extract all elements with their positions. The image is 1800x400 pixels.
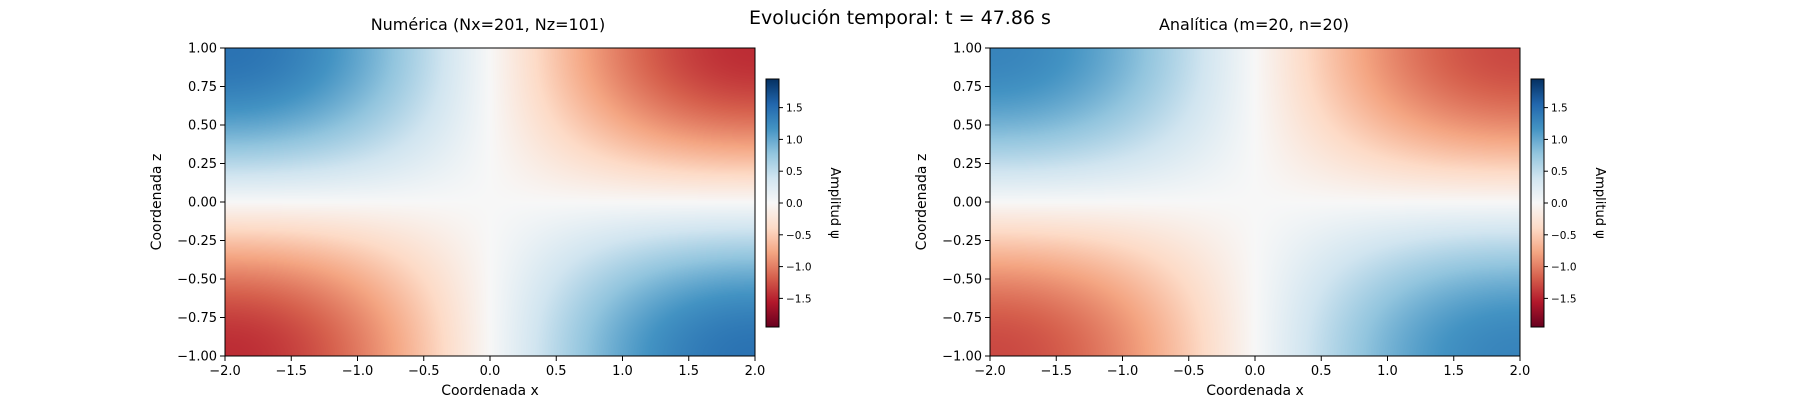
- colorbar-tick-label: 1.0: [786, 134, 803, 146]
- y-tick-label: −0.75: [177, 311, 217, 326]
- heatmap-image: [225, 48, 755, 356]
- y-tick-label: 0.75: [953, 80, 982, 95]
- y-tick-label: −0.75: [942, 311, 982, 326]
- y-tick-label: −0.50: [177, 273, 217, 288]
- y-tick-label: 0.50: [188, 119, 217, 134]
- colorbar-tick-label: 0.0: [786, 198, 803, 210]
- colorbar-tick-label: −0.5: [786, 230, 812, 242]
- colorbar-tick-label: −1.0: [786, 262, 812, 274]
- x-tick-label: −2.0: [974, 364, 1006, 379]
- x-tick-label: 0.5: [546, 364, 567, 379]
- colorbar: [1530, 78, 1545, 328]
- y-tick-label: −1.00: [942, 350, 982, 365]
- y-tick-label: 0.00: [953, 196, 982, 211]
- colorbar-tick-label: 0.5: [786, 166, 803, 178]
- x-tick-label: −2.0: [209, 364, 241, 379]
- colorbar-tick-label: −1.5: [1551, 293, 1577, 305]
- y-tick-label: 0.00: [188, 196, 217, 211]
- panel-title: Numérica (Nx=201, Nz=101): [371, 15, 606, 34]
- colorbar-tick-label: −1.5: [786, 293, 812, 305]
- y-tick-label: 0.25: [188, 157, 217, 172]
- x-tick-label: −1.5: [275, 364, 307, 379]
- x-tick-label: 0.0: [480, 364, 501, 379]
- x-tick-label: 1.5: [678, 364, 699, 379]
- x-axis-label: Coordenada x: [1206, 383, 1304, 399]
- x-tick-label: −0.5: [1173, 364, 1205, 379]
- heatmap-image: [990, 48, 1520, 356]
- panels: Numérica (Nx=201, Nz=101) −2.0 −1.5 −1.0 −0.…: [149, 15, 1607, 399]
- colorbar-tick-label: 1.5: [1551, 103, 1568, 115]
- y-tick-label: −0.25: [942, 234, 982, 249]
- panel-2: Analítica (m=20, n=20) −2.0 −1.5 −1.0 −0.5 0.…: [914, 15, 1607, 399]
- colorbar: [765, 78, 780, 328]
- y-tick-label: 0.75: [188, 80, 217, 95]
- colorbar-tick-label: 0.0: [1551, 198, 1568, 210]
- x-tick-label: −1.0: [1107, 364, 1139, 379]
- x-tick-label: 1.5: [1443, 364, 1464, 379]
- x-tick-label: 1.0: [1377, 364, 1398, 379]
- colorbar-tick-label: −1.0: [1551, 262, 1577, 274]
- y-axis-label: Coordenada z: [914, 154, 930, 251]
- x-tick-label: 1.0: [612, 364, 633, 379]
- x-tick-label: −1.5: [1040, 364, 1072, 379]
- colorbar-tick-label: 1.0: [1551, 134, 1568, 146]
- y-tick-label: 0.25: [953, 157, 982, 172]
- x-tick-label: −1.0: [342, 364, 374, 379]
- y-tick-label: −0.50: [942, 273, 982, 288]
- panel-1: Numérica (Nx=201, Nz=101) −2.0 −1.5 −1.0 −0.…: [149, 15, 842, 399]
- x-axis-label: Coordenada x: [441, 383, 539, 399]
- y-tick-label: −0.25: [177, 234, 217, 249]
- x-tick-label: −0.5: [408, 364, 440, 379]
- colorbar-tick-label: 0.5: [1551, 166, 1568, 178]
- x-tick-label: 2.0: [745, 364, 766, 379]
- colorbar-label: Amplitud ψ: [1592, 167, 1607, 238]
- y-tick-label: 1.00: [953, 42, 982, 57]
- y-tick-label: 0.50: [953, 119, 982, 134]
- y-axis-label: Coordenada z: [149, 154, 165, 251]
- colorbar-label: Amplitud ψ: [827, 167, 842, 238]
- x-tick-label: 2.0: [1510, 364, 1531, 379]
- colorbar-tick-label: −0.5: [1551, 230, 1577, 242]
- figure-suptitle: Evolución temporal: t = 47.86 s: [749, 7, 1051, 29]
- y-tick-label: 1.00: [188, 42, 217, 57]
- panel-title: Analítica (m=20, n=20): [1159, 15, 1349, 34]
- x-tick-label: 0.5: [1311, 364, 1332, 379]
- colorbar-tick-label: 1.5: [786, 103, 803, 115]
- x-tick-label: 0.0: [1245, 364, 1266, 379]
- y-tick-label: −1.00: [177, 350, 217, 365]
